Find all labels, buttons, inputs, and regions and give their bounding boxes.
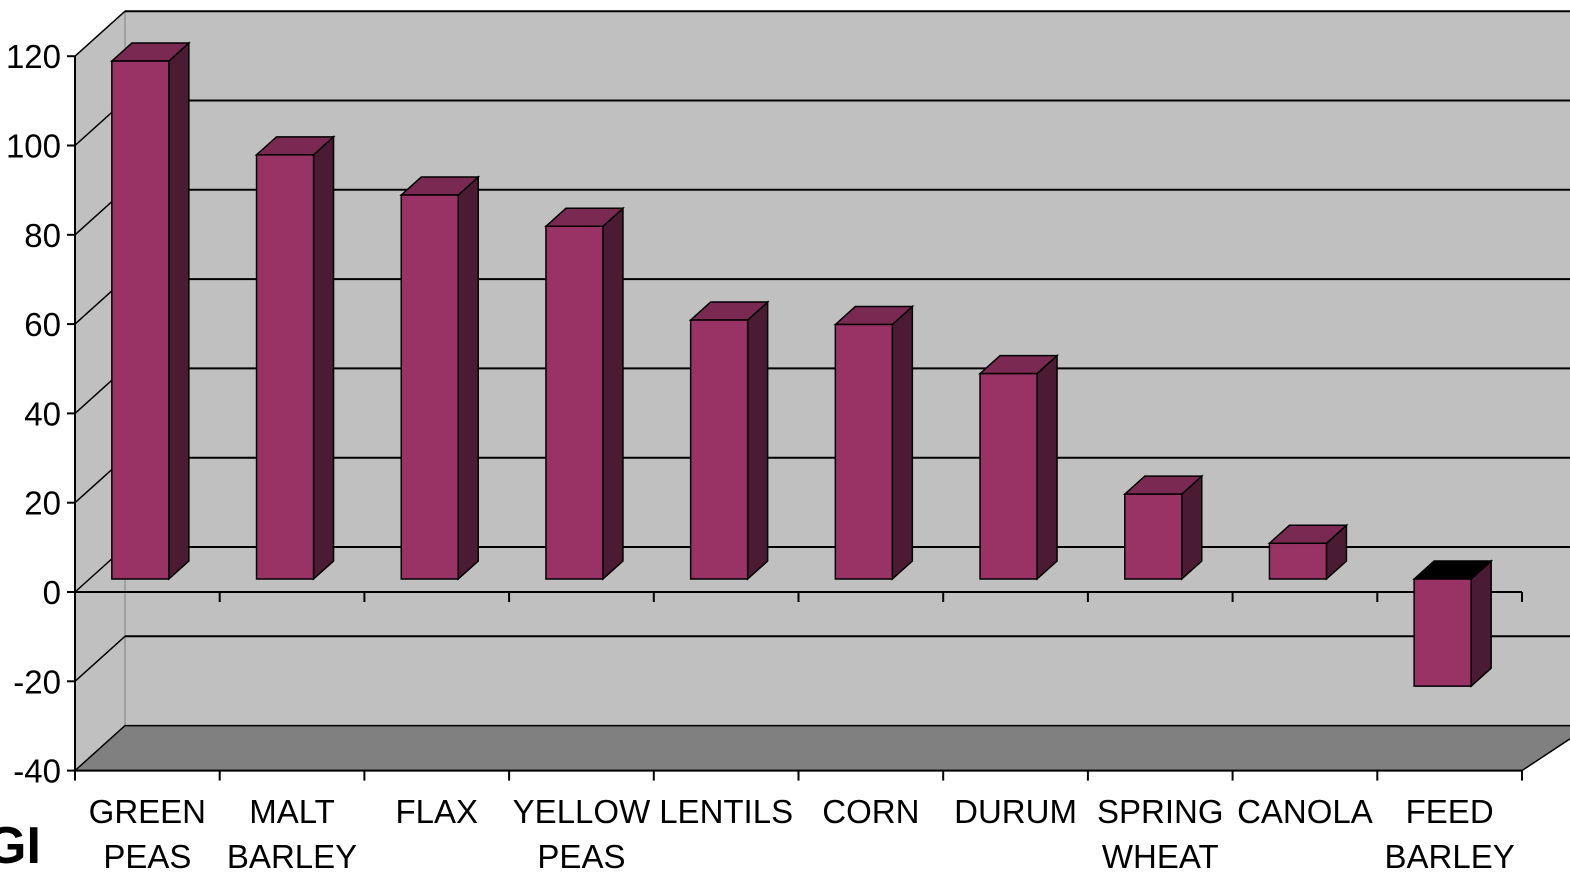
bar xyxy=(543,206,625,581)
y-tick-label: 120 xyxy=(6,38,61,75)
x-axis-tick-labels: GREEN PEAS MALT BARLEY FLAX YELLOW PEASLENTILS… xyxy=(89,793,1515,873)
x-tick-label: GREEN PEAS xyxy=(89,793,206,873)
y-tick-label: 100 xyxy=(6,128,61,165)
bar xyxy=(1267,523,1349,581)
y-tick-label: 40 xyxy=(24,395,61,432)
x-tick-label: FLAX xyxy=(395,793,478,830)
gridline-diagonal xyxy=(74,635,126,682)
bar-front xyxy=(1413,578,1472,687)
bar-front xyxy=(689,319,749,580)
bar-front xyxy=(979,372,1038,580)
bar-side xyxy=(1470,559,1492,688)
bar xyxy=(1122,474,1204,581)
bar-side xyxy=(457,175,479,581)
bar-side xyxy=(746,300,769,581)
bar-front xyxy=(111,60,170,580)
logo: GI xyxy=(0,817,41,873)
bar-front xyxy=(545,225,604,580)
x-tick-label: LENTILS xyxy=(659,793,793,830)
y-tick-label: -40 xyxy=(13,753,61,790)
bar xyxy=(254,135,336,581)
bar-side xyxy=(1036,353,1058,581)
bar-front xyxy=(1268,542,1328,580)
bar xyxy=(688,300,770,581)
bar xyxy=(109,41,191,581)
chart-bars xyxy=(109,41,1494,688)
company-logo-icon: GI xyxy=(0,817,41,873)
y-tick-label: 60 xyxy=(24,306,61,343)
bar-side xyxy=(312,135,335,581)
y-tick-label: 80 xyxy=(24,217,61,254)
x-tick-label: DURUM xyxy=(954,793,1077,830)
y-axis-tick-labels: -40 -20 0 20 40 60 80 100 120 xyxy=(6,38,61,789)
y-tick-label: 0 xyxy=(43,574,61,611)
x-tick-label: CANOLA xyxy=(1237,793,1373,830)
x-tick-label: YELLOW PEAS xyxy=(513,793,651,873)
bar xyxy=(399,175,481,581)
y-tick-label: 20 xyxy=(24,485,61,522)
bar-front xyxy=(400,194,459,580)
y-tick-label: -20 xyxy=(13,663,61,700)
bar-side xyxy=(168,41,190,581)
gridline-diagonal xyxy=(74,10,126,57)
bar-side xyxy=(891,304,914,581)
x-tick-label: CORN xyxy=(822,793,919,830)
bar xyxy=(1412,559,1494,688)
x-tick-label: SPRING WHEAT xyxy=(1097,793,1224,873)
x-tick-label: FEED BARLEY xyxy=(1385,793,1515,873)
bar-front xyxy=(834,323,894,580)
floor xyxy=(73,724,1570,772)
bar xyxy=(833,304,915,581)
bar xyxy=(978,353,1060,581)
chart-axes xyxy=(67,55,1523,781)
bar-front xyxy=(1124,493,1183,580)
bar-side xyxy=(602,206,624,581)
x-tick-label: MALT BARLEY xyxy=(227,793,357,873)
bar-front xyxy=(255,154,315,580)
